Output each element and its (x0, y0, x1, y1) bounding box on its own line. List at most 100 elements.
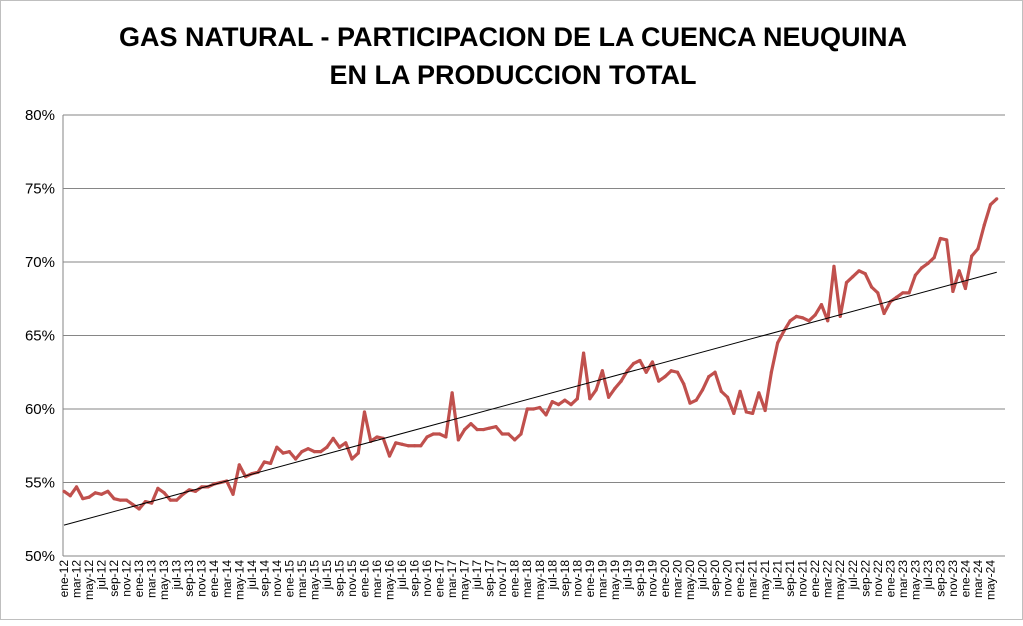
data-point (851, 275, 855, 279)
x-tick-label: may-21 (758, 560, 772, 600)
x-tick-label: sep-23 (933, 560, 947, 597)
x-tick-label: jul-17 (470, 560, 484, 591)
x-tick-label: mar-12 (70, 560, 84, 598)
data-point (419, 444, 423, 448)
data-point (581, 351, 586, 355)
data-point (788, 319, 792, 323)
x-tick-label: ene-15 (282, 560, 296, 598)
data-point (99, 492, 104, 496)
data-point (776, 341, 780, 345)
data-point (81, 497, 85, 501)
y-tick-label: 60% (25, 401, 55, 418)
data-point (156, 486, 160, 490)
data-point (957, 269, 961, 273)
data-point (982, 223, 986, 227)
x-tick-label: jul-15 (320, 560, 334, 591)
data-point (763, 408, 767, 413)
x-tick-label: jul-12 (95, 560, 109, 591)
data-point (988, 203, 993, 207)
data-point (650, 360, 655, 364)
data-point (813, 313, 817, 317)
data-point (613, 386, 617, 391)
data-point (531, 407, 536, 411)
data-point (594, 388, 598, 392)
data-point (412, 444, 417, 448)
x-tick-label: sep-15 (332, 560, 346, 597)
x-tick-label: may-13 (157, 560, 171, 600)
x-tick-label: ene-20 (658, 560, 672, 598)
data-point (688, 401, 692, 405)
x-tick-label: ene-19 (583, 560, 597, 598)
x-tick-label: may-14 (232, 560, 246, 600)
data-point (857, 269, 861, 273)
data-point (519, 432, 523, 436)
x-tick-label: may-20 (683, 560, 697, 600)
x-tick-label: nov-13 (195, 560, 209, 597)
data-point (600, 369, 604, 373)
x-tick-label: may-22 (833, 560, 847, 600)
x-tick-label: sep-17 (483, 560, 497, 597)
data-point (513, 438, 517, 442)
x-tick-label: sep-21 (783, 560, 797, 597)
data-point (663, 375, 667, 379)
x-tick-label: sep-12 (107, 560, 121, 597)
data-point (801, 316, 805, 320)
data-point (556, 402, 561, 407)
data-point (362, 410, 367, 414)
x-tick-label: mar-16 (370, 560, 384, 598)
data-point (281, 451, 285, 455)
x-tick-label: ene-12 (57, 560, 71, 598)
data-point (719, 389, 723, 393)
data-point (193, 489, 198, 493)
x-tick-label: may-16 (383, 560, 397, 600)
data-point (494, 425, 498, 429)
data-point (438, 432, 442, 436)
data-point (951, 289, 955, 293)
data-point (137, 507, 141, 511)
data-point (725, 395, 730, 399)
x-tick-label: jul-14 (245, 560, 259, 591)
data-point (431, 432, 435, 436)
data-point (406, 444, 410, 448)
x-tick-label: ene-16 (357, 560, 371, 598)
data-point (231, 492, 235, 496)
data-point (394, 441, 398, 445)
data-point (807, 319, 811, 323)
data-point (700, 388, 705, 392)
data-point (306, 447, 310, 451)
data-point (751, 411, 755, 416)
data-point (976, 247, 980, 251)
data-point (769, 370, 773, 374)
x-tick-label: ene-23 (883, 560, 897, 598)
x-tick-label: may-15 (307, 560, 321, 600)
data-point (425, 435, 429, 439)
data-point (675, 370, 680, 374)
data-point (262, 460, 266, 464)
data-point (920, 266, 924, 270)
data-point (838, 314, 842, 318)
data-point (544, 413, 548, 417)
data-point (863, 272, 867, 276)
data-point (550, 400, 554, 404)
x-tick-label: jul-16 (395, 560, 409, 591)
x-tick-label: nov-15 (345, 560, 359, 597)
data-point (106, 489, 110, 493)
data-point (632, 361, 636, 366)
x-tick-label: mar-15 (295, 560, 309, 598)
data-point (488, 426, 492, 430)
data-point (312, 450, 316, 454)
data-point (456, 438, 460, 442)
data-point (481, 427, 486, 432)
x-tick-label: may-17 (458, 560, 472, 600)
x-tick-label: ene-22 (808, 560, 822, 598)
data-point (694, 398, 698, 402)
x-tick-label: nov-17 (495, 560, 509, 597)
data-point (669, 369, 673, 373)
data-point (68, 494, 72, 498)
x-tick-label: jul-18 (545, 560, 559, 591)
data-point (638, 358, 642, 363)
data-point (444, 435, 448, 439)
data-point (87, 495, 91, 499)
data-point (538, 405, 542, 410)
